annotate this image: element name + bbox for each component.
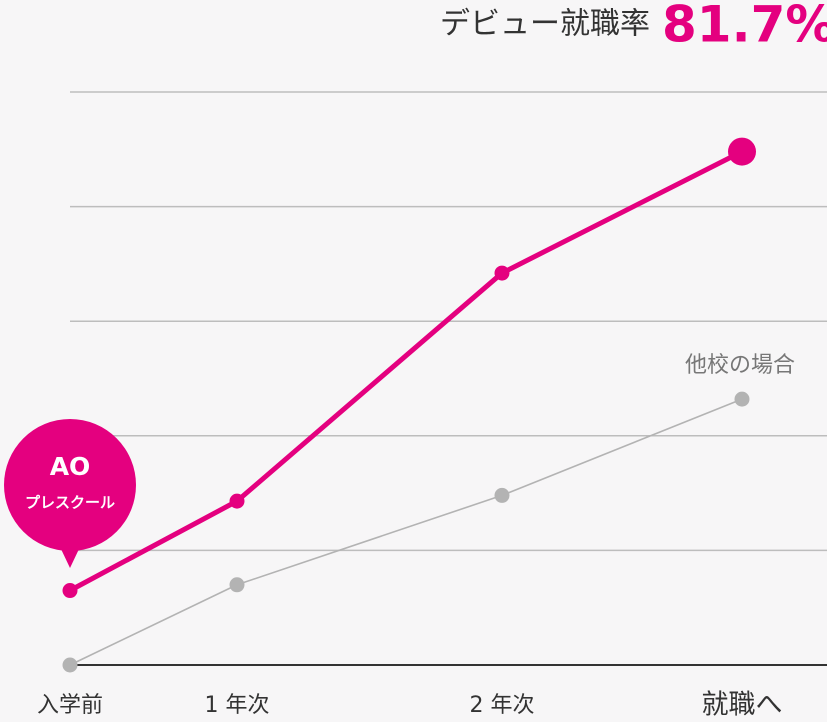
x-tick-label: 入学前 [37,693,103,718]
headline-value: 81.7% [662,0,827,54]
series-label: プレスクール [25,494,115,512]
x-tick-label: 2 年次 [470,693,535,718]
series-label: 他校の場合 [685,353,795,378]
point [62,583,78,599]
point [734,391,750,407]
label-pointer [61,549,79,568]
series-label: AO [50,452,91,481]
chart-title: デビュー就職率 [440,7,650,42]
label-bubble [4,419,136,551]
series-line [69,398,743,666]
point [229,577,245,593]
series-line [68,149,744,593]
point [62,657,78,673]
point [494,265,510,281]
point [494,487,510,503]
point [728,137,756,166]
x-tick-label: 就職へ [702,690,783,721]
x-tick-label: 1 年次 [205,693,270,718]
point [229,493,245,509]
